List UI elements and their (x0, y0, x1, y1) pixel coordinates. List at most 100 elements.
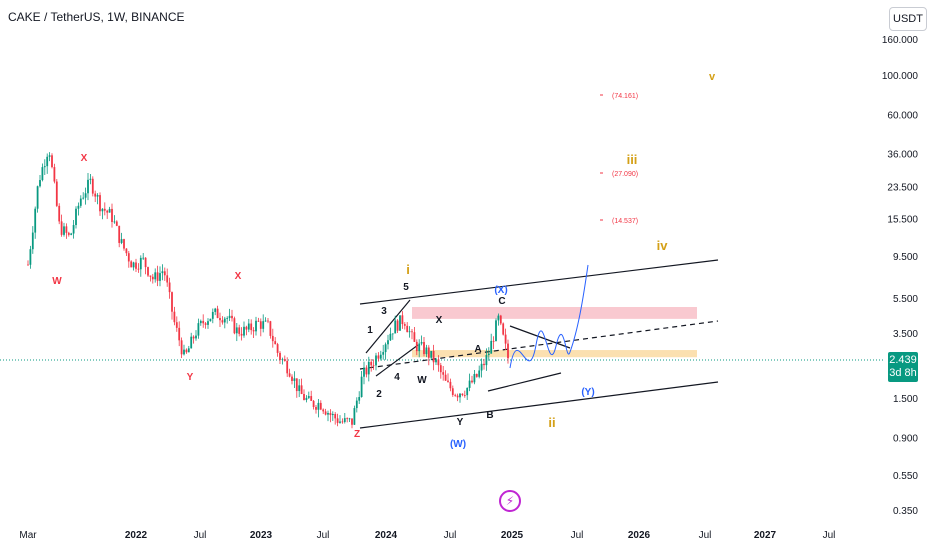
projected-level-label: (74.161) (612, 93, 638, 100)
wave-label: 5 (403, 282, 409, 293)
candle-body (269, 321, 272, 336)
triangle-lower (487, 372, 562, 392)
zone-support (412, 350, 697, 358)
candle-body (322, 409, 325, 412)
candle-body (211, 311, 214, 319)
candle-body (183, 349, 185, 355)
candle-body (360, 376, 363, 398)
candle-body (346, 418, 349, 419)
candle-body (370, 361, 373, 366)
candle-body (77, 205, 80, 209)
x-tick-label: 2025 (501, 530, 524, 541)
candle-body (459, 393, 461, 398)
candle-body (87, 179, 89, 194)
candle-body (324, 411, 327, 415)
y-tick-label: 60.000 (887, 110, 918, 121)
y-tick-label: 9.500 (893, 252, 918, 263)
candle-body (413, 332, 416, 342)
candle-body (130, 261, 133, 268)
candle-body (363, 367, 365, 377)
candle-body (199, 320, 202, 324)
candle-body (132, 262, 135, 268)
wave-label: i (406, 262, 410, 277)
candle-body (195, 335, 197, 339)
candle-body (286, 360, 289, 374)
wave-label: X (436, 315, 443, 326)
candle-body (327, 412, 329, 415)
candle-body (159, 273, 161, 281)
candle-body (468, 380, 471, 388)
wave-label: 4 (394, 372, 400, 383)
candle-body (348, 418, 351, 420)
wave-label: 2 (376, 389, 382, 400)
wave-label: (Y) (581, 387, 594, 398)
candle-body (125, 248, 128, 254)
candle-body (63, 226, 65, 235)
candle-body (259, 321, 262, 329)
candle-body (243, 326, 245, 336)
candle-body (274, 341, 277, 345)
x-tick-label: Jul (823, 530, 836, 541)
wave-label: B (486, 410, 493, 421)
y-tick-label: 5.500 (893, 294, 918, 305)
bar-countdown: 3d 8h (889, 367, 917, 379)
x-tick-label: Jul (444, 530, 457, 541)
candle-body (461, 393, 464, 396)
candle-body (166, 275, 169, 283)
candle-body (233, 318, 236, 334)
candle-body (471, 380, 473, 383)
candle-body (430, 350, 433, 358)
candle-body (252, 330, 255, 332)
candle-body (70, 233, 73, 235)
x-tick-label: Mar (19, 530, 37, 541)
candle-body (120, 239, 123, 243)
wave-label: C (498, 296, 505, 307)
candle-body (202, 320, 205, 324)
candle-body (331, 413, 334, 416)
x-tick-label: Jul (317, 530, 330, 541)
candle-body (329, 412, 332, 416)
wave-label: (X) (494, 285, 507, 296)
candle-body (300, 385, 303, 394)
candle-body (115, 221, 118, 226)
candle-body (27, 264, 29, 266)
candle-body (127, 253, 130, 262)
x-tick-label: 2027 (754, 530, 777, 541)
candle-body (235, 327, 238, 334)
wave-label: ii (548, 415, 555, 430)
candle-body (358, 397, 361, 401)
candle-body (480, 363, 483, 371)
candle-body (190, 336, 193, 349)
candle-body (101, 208, 104, 212)
candle-body (451, 388, 454, 395)
candle-body (139, 257, 142, 270)
candle-body (466, 387, 469, 396)
y-tick-label: 1.500 (893, 394, 918, 405)
candle-body (447, 380, 449, 382)
candle-body (147, 267, 149, 276)
candle-body (391, 333, 394, 335)
candle-body (312, 400, 315, 407)
candle-body (415, 341, 418, 352)
channel-upper (359, 259, 719, 305)
candle-body (180, 340, 183, 355)
y-axis: 160.000 100.000 60.000 36.000 23.500 15.500 9.… (882, 35, 919, 517)
candle-body (442, 372, 445, 375)
candle-body (288, 373, 291, 377)
wave-label: Y (457, 417, 464, 428)
currency-button[interactable]: USDT (889, 7, 927, 31)
candle-body (216, 308, 219, 318)
candle-body (231, 315, 233, 319)
candle-body (223, 318, 226, 323)
candle-body (271, 335, 274, 342)
candle-body (171, 292, 173, 312)
triangle-upper (509, 325, 571, 349)
y-tick-label: 0.900 (893, 433, 918, 444)
candle-body (449, 381, 452, 389)
candle-body (214, 308, 217, 312)
candle-body (444, 374, 447, 381)
candle-body (94, 193, 97, 197)
candle-body (175, 322, 178, 328)
lightning-icon[interactable]: ⚡ (499, 490, 521, 512)
